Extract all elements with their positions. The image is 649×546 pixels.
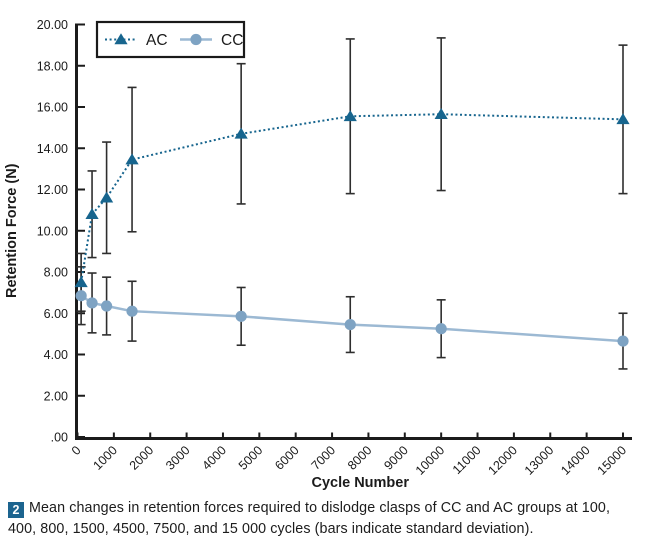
x-tick-label: 7000	[309, 443, 339, 473]
x-tick-label: 1000	[90, 443, 120, 473]
ac-marker	[616, 113, 630, 125]
ac-marker	[85, 208, 99, 220]
ac-marker	[434, 108, 448, 120]
legend-cc-label: CC	[221, 32, 243, 49]
ac-marker	[125, 153, 139, 165]
cc-marker	[235, 310, 247, 322]
figure-number-badge: 2	[8, 502, 24, 518]
legend-cc-marker	[190, 33, 202, 46]
x-tick-label: 15000	[595, 443, 630, 478]
y-tick-label: 12.00	[37, 183, 68, 197]
x-tick-label: 2000	[127, 443, 157, 473]
y-tick-label: 14.00	[37, 142, 68, 156]
y-tick-label: 20.00	[37, 18, 68, 32]
x-tick-label: 3000	[163, 443, 193, 473]
cc-line	[80, 294, 624, 343]
cc-marker	[100, 300, 113, 312]
ac-marker	[74, 276, 88, 288]
y-tick-label: 2.00	[44, 389, 68, 403]
cc-marker	[344, 318, 356, 331]
legend-ac-marker	[114, 33, 128, 45]
x-tick-label: 10000	[413, 443, 448, 478]
cc-marker	[617, 335, 629, 347]
y-tick-label: 8.00	[44, 266, 68, 280]
figure-caption: 2 Mean changes in retention forces requir…	[8, 498, 641, 539]
cc-marker	[86, 297, 98, 309]
chart-svg: 20.00 18.00 16.00 14.00 12.00 10.00 8.00 6.00 4.…	[4, 18, 632, 491]
x-tick-label: 13000	[522, 443, 557, 478]
x-tick-label: 9000	[381, 443, 411, 473]
y-tick-label: .00	[51, 431, 68, 445]
figure-caption-text: Mean changes in retention forces require…	[8, 500, 611, 537]
legend-box	[95, 20, 246, 59]
x-tick-label: 5000	[236, 443, 266, 473]
ac-line	[80, 113, 624, 283]
legend-ac-label: AC	[146, 32, 168, 49]
x-tick-label: 6000	[272, 443, 302, 473]
y-axis-title: Retention Force (N)	[4, 163, 20, 298]
x-tick-label: 4000	[200, 443, 230, 473]
cc-marker	[435, 323, 447, 335]
chart: 20.00 18.00 16.00 14.00 12.00 10.00 8.00 6.00 4.…	[4, 18, 632, 491]
y-tick-label: 18.00	[37, 59, 68, 73]
y-tick-label: 4.00	[44, 348, 68, 362]
ac-marker	[343, 110, 357, 122]
ac-marker	[99, 191, 114, 203]
cc-marker	[75, 290, 87, 302]
x-tick-label: 8000	[345, 443, 375, 473]
y-tick-label: 10.00	[37, 224, 68, 238]
x-axis-title: Cycle Number	[311, 475, 409, 491]
y-tick-label: 6.00	[44, 307, 68, 321]
cc-marker	[126, 305, 138, 317]
x-tick-label: 12000	[486, 443, 521, 478]
x-tick-label: 0	[69, 443, 84, 458]
x-tick-label: 11000	[450, 443, 484, 477]
y-tick-label: 16.00	[37, 101, 68, 115]
x-tick-label: 14000	[558, 443, 593, 478]
ac-marker	[234, 127, 248, 139]
